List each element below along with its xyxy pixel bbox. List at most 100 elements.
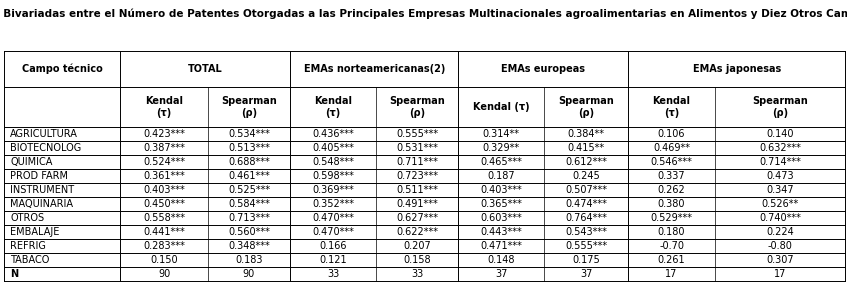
Text: 0.534***: 0.534***: [228, 129, 270, 139]
Text: Spearman
(ρ): Spearman (ρ): [390, 96, 445, 118]
Text: 0.526**: 0.526**: [761, 199, 799, 209]
Text: 0.688***: 0.688***: [228, 157, 270, 167]
Text: 37: 37: [580, 269, 592, 279]
Text: 0.461***: 0.461***: [228, 171, 270, 181]
Text: 0.524***: 0.524***: [143, 157, 185, 167]
Text: 0.384**: 0.384**: [567, 129, 605, 139]
Text: 0.529***: 0.529***: [650, 213, 693, 223]
Text: 0.711***: 0.711***: [396, 157, 438, 167]
Text: 0.314**: 0.314**: [483, 129, 520, 139]
Text: 0.714***: 0.714***: [759, 157, 801, 167]
Text: 0.469**: 0.469**: [653, 143, 690, 153]
Text: 0.584***: 0.584***: [228, 199, 270, 209]
Text: REFRIG: REFRIG: [10, 241, 46, 251]
Text: 0.632***: 0.632***: [759, 143, 801, 153]
Text: 0.598***: 0.598***: [313, 171, 354, 181]
Text: -0.70: -0.70: [659, 241, 684, 251]
Text: 0.423***: 0.423***: [143, 129, 185, 139]
Text: 0.245: 0.245: [573, 171, 601, 181]
Text: 0.713***: 0.713***: [228, 213, 270, 223]
Text: 0.531***: 0.531***: [396, 143, 438, 153]
Text: 0.491***: 0.491***: [396, 199, 438, 209]
Text: 0.405***: 0.405***: [313, 143, 354, 153]
Text: 0.465***: 0.465***: [480, 157, 523, 167]
Text: 0.140: 0.140: [767, 129, 794, 139]
Text: Spearman
(ρ): Spearman (ρ): [752, 96, 808, 118]
Text: N: N: [10, 269, 19, 279]
Text: Tabla 3: Correlaciones Bivariadas entre el Número de Patentes Otorgadas a las Pr: Tabla 3: Correlaciones Bivariadas entre …: [0, 9, 847, 19]
Text: MAQUINARIA: MAQUINARIA: [10, 199, 73, 209]
Text: OTROS: OTROS: [10, 213, 44, 223]
Text: 0.403***: 0.403***: [143, 185, 185, 195]
Text: 0.158: 0.158: [403, 255, 431, 265]
Text: 0.387***: 0.387***: [143, 143, 185, 153]
Text: 0.627***: 0.627***: [396, 213, 438, 223]
Text: EMAs norteamericanas(2): EMAs norteamericanas(2): [303, 64, 445, 74]
Text: 0.175: 0.175: [573, 255, 601, 265]
Text: 0.150: 0.150: [150, 255, 178, 265]
Text: Spearman
(ρ): Spearman (ρ): [558, 96, 614, 118]
Text: 0.148: 0.148: [488, 255, 515, 265]
Text: 0.513***: 0.513***: [228, 143, 270, 153]
Text: 0.555***: 0.555***: [565, 241, 607, 251]
Text: Campo técnico: Campo técnico: [22, 64, 102, 74]
Text: 0.261: 0.261: [658, 255, 685, 265]
Text: 0.441***: 0.441***: [143, 227, 185, 237]
Text: 0.723***: 0.723***: [396, 171, 438, 181]
Text: 0.347: 0.347: [767, 185, 794, 195]
Text: 0.352***: 0.352***: [312, 199, 354, 209]
Text: 0.603***: 0.603***: [480, 213, 523, 223]
Text: 0.187: 0.187: [488, 171, 515, 181]
Text: Kendal
(τ): Kendal (τ): [653, 96, 690, 118]
Text: 0.740***: 0.740***: [759, 213, 801, 223]
Text: 0.474***: 0.474***: [565, 199, 607, 209]
Text: EMAs europeas: EMAs europeas: [501, 64, 585, 74]
Text: TABACO: TABACO: [10, 255, 49, 265]
Text: 33: 33: [327, 269, 339, 279]
Text: 0.369***: 0.369***: [313, 185, 354, 195]
Text: 0.337: 0.337: [658, 171, 685, 181]
Text: 90: 90: [158, 269, 170, 279]
Text: 0.543***: 0.543***: [565, 227, 607, 237]
Text: 0.106: 0.106: [658, 129, 685, 139]
Text: PROD FARM: PROD FARM: [10, 171, 68, 181]
Text: AGRICULTURA: AGRICULTURA: [10, 129, 78, 139]
Text: 0.443***: 0.443***: [480, 227, 523, 237]
Text: 17: 17: [666, 269, 678, 279]
Text: 0.546***: 0.546***: [650, 157, 693, 167]
Text: 33: 33: [411, 269, 424, 279]
Text: 0.511***: 0.511***: [396, 185, 438, 195]
Text: 0.560***: 0.560***: [228, 227, 270, 237]
Text: 0.329**: 0.329**: [483, 143, 520, 153]
Text: 0.365***: 0.365***: [480, 199, 523, 209]
Text: 90: 90: [243, 269, 255, 279]
Text: 0.555***: 0.555***: [396, 129, 438, 139]
Text: 0.262: 0.262: [658, 185, 685, 195]
Text: 0.450***: 0.450***: [143, 199, 185, 209]
Text: 0.183: 0.183: [235, 255, 263, 265]
Text: Spearman
(ρ): Spearman (ρ): [221, 96, 277, 118]
Text: TOTAL: TOTAL: [188, 64, 223, 74]
Text: 0.307: 0.307: [767, 255, 794, 265]
Text: 0.473: 0.473: [767, 171, 794, 181]
Text: 0.180: 0.180: [658, 227, 685, 237]
Text: BIOTECNOLOG: BIOTECNOLOG: [10, 143, 81, 153]
Text: Kendal
(τ): Kendal (τ): [314, 96, 352, 118]
Text: 0.470***: 0.470***: [313, 213, 354, 223]
Text: INSTRUMENT: INSTRUMENT: [10, 185, 75, 195]
Text: 0.558***: 0.558***: [143, 213, 185, 223]
Text: 0.224: 0.224: [767, 227, 794, 237]
Text: 0.764***: 0.764***: [565, 213, 607, 223]
Text: 37: 37: [495, 269, 507, 279]
Text: -0.80: -0.80: [767, 241, 793, 251]
Text: 17: 17: [774, 269, 786, 279]
Text: 0.525***: 0.525***: [228, 185, 270, 195]
Text: 0.121: 0.121: [319, 255, 347, 265]
Text: 0.403***: 0.403***: [480, 185, 523, 195]
Text: Kendal (τ): Kendal (τ): [473, 102, 529, 112]
Text: 0.361***: 0.361***: [143, 171, 185, 181]
Text: 0.622***: 0.622***: [396, 227, 438, 237]
Text: Kendal
(τ): Kendal (τ): [145, 96, 183, 118]
Text: 0.348***: 0.348***: [228, 241, 270, 251]
Text: 0.436***: 0.436***: [313, 129, 354, 139]
